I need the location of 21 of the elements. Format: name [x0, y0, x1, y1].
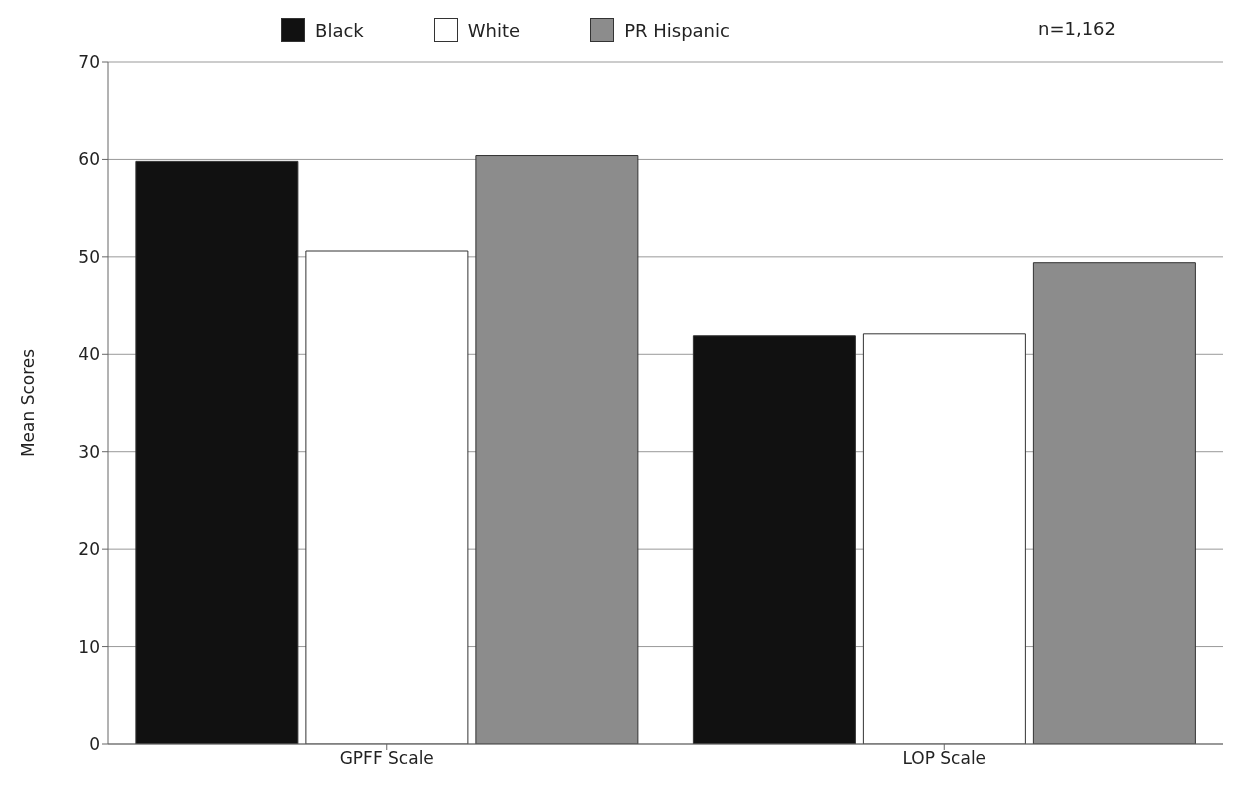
bar — [475, 155, 639, 744]
y-tick-label: 0 — [89, 734, 100, 755]
y-axis-title: Mean Scores — [18, 348, 39, 458]
x-tick-label: LOP Scale — [902, 748, 987, 769]
text: n=1,162 — [1038, 18, 1117, 39]
bar — [692, 335, 856, 744]
bar — [135, 160, 299, 744]
y-tick-label: 20 — [78, 539, 100, 560]
bar — [305, 250, 469, 744]
legend-label: PR Hispanic — [624, 19, 730, 41]
y-tick-label: 70 — [78, 52, 100, 73]
legend-label: Black — [315, 19, 364, 41]
legend-label: White — [467, 19, 521, 41]
bar — [862, 333, 1026, 744]
y-tick-label: 60 — [78, 149, 100, 170]
y-tick-label: 10 — [78, 636, 100, 657]
bar — [1032, 262, 1196, 744]
y-tick-label: 30 — [78, 441, 100, 462]
x-tick-label: GPFF Scale — [339, 748, 434, 769]
y-tick-label: 50 — [78, 246, 100, 267]
y-tick-label: 40 — [78, 344, 100, 365]
